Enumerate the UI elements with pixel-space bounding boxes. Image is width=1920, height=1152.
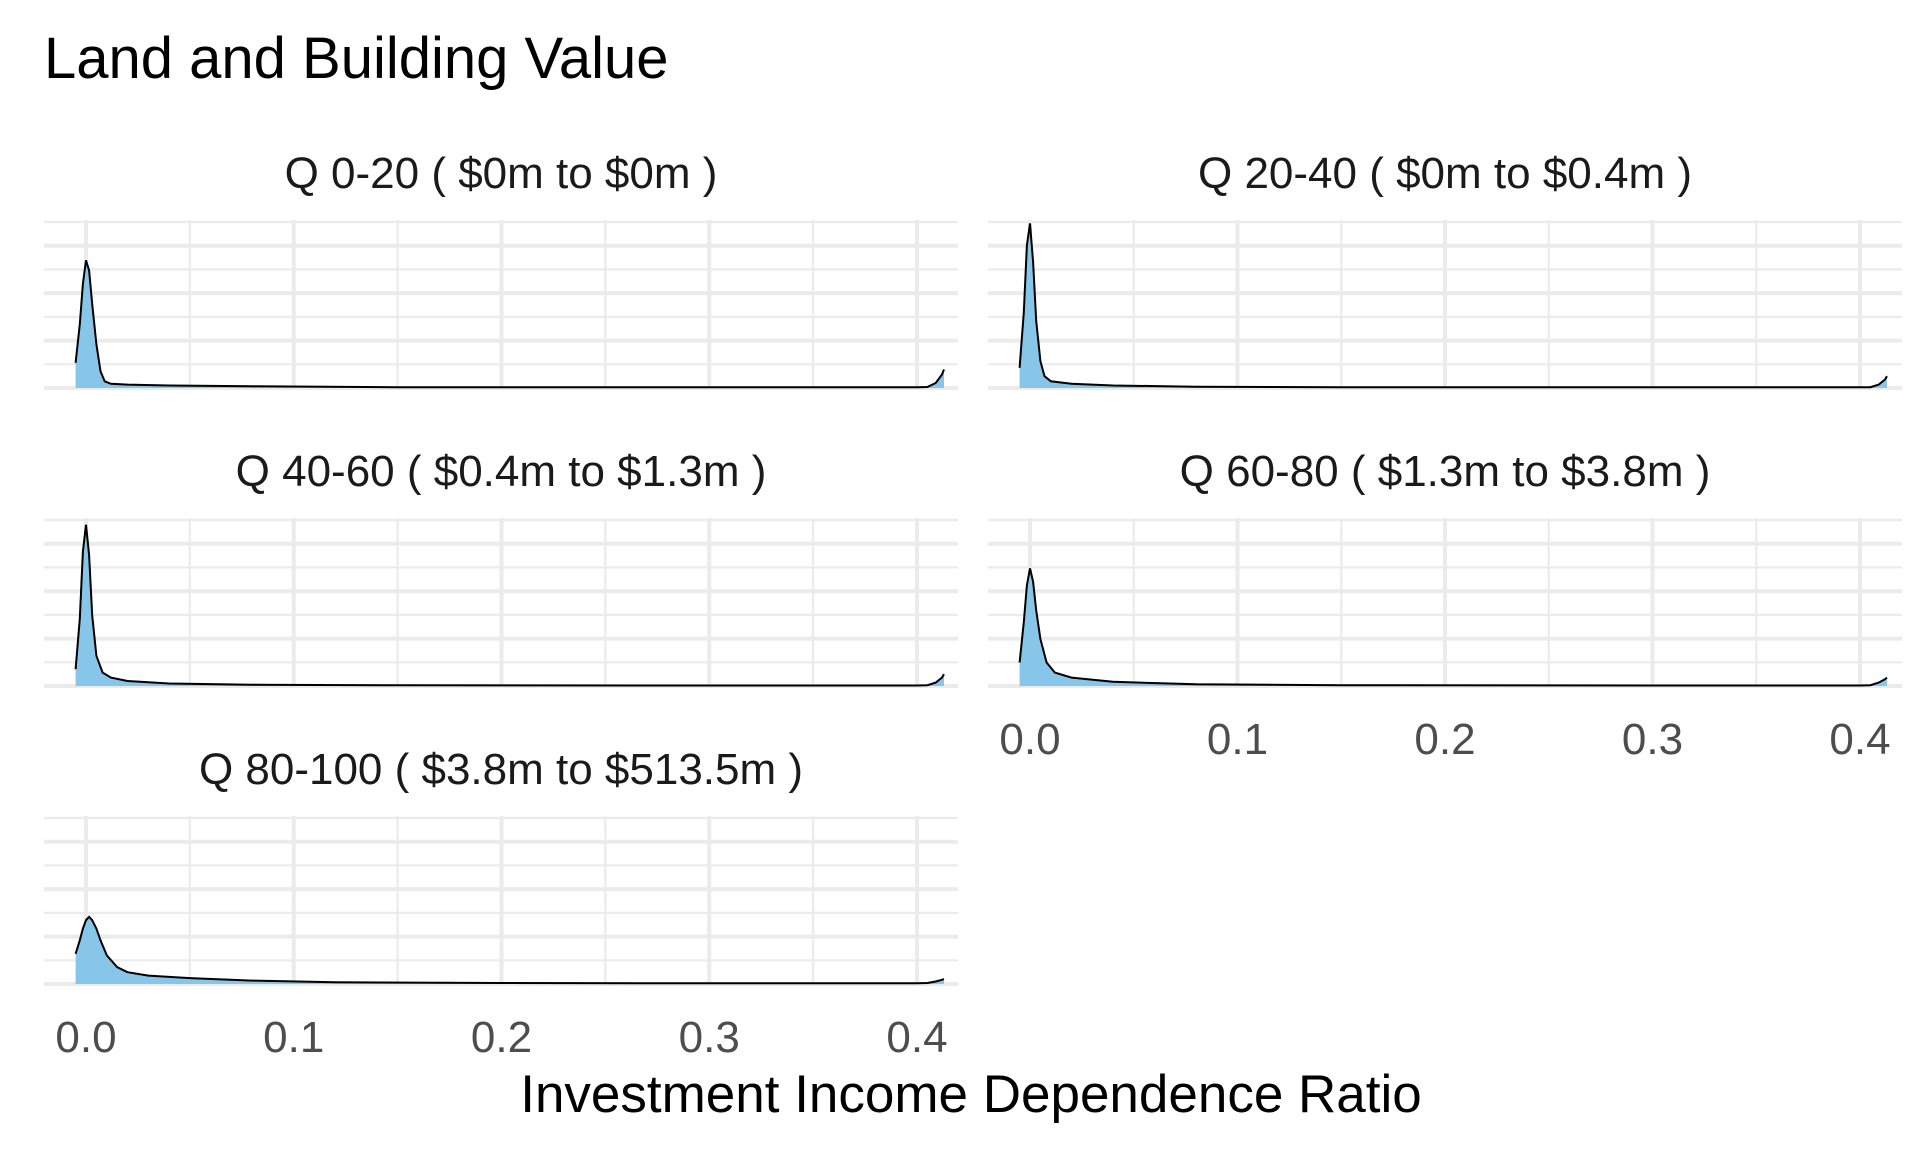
x-tick-label: 0.1 [263, 1013, 324, 1062]
facet-strip-label: Q 0-20 ( $0m to $0m ) [285, 149, 718, 198]
x-tick-label: 0.0 [55, 1013, 116, 1062]
density-line [74, 524, 945, 687]
facet-strip-label: Q 40-60 ( $0.4m to $1.3m ) [236, 447, 767, 496]
x-tick-label: 0.4 [886, 1013, 947, 1062]
facet-panel: Q 20-40 ( $0m to $0.4m ) [988, 149, 1902, 390]
x-tick-label: 0.2 [1414, 715, 1475, 764]
x-tick-label: 0.0 [999, 715, 1060, 764]
facet-panel: Q 0-20 ( $0m to $0m ) [44, 149, 958, 390]
density-line [74, 915, 945, 985]
x-tick-label: 0.4 [1829, 715, 1890, 764]
x-tick-label: 0.1 [1207, 715, 1268, 764]
density-line [1018, 568, 1888, 687]
facet-panel: Q 40-60 ( $0.4m to $1.3m ) [44, 447, 958, 688]
density-line [1018, 223, 1888, 389]
x-tick-label: 0.3 [679, 1013, 740, 1062]
facet-panels: Q 0-20 ( $0m to $0m ) Q 20-40 ( $0m to $0… [44, 149, 1902, 1062]
x-tick-label: 0.2 [471, 1013, 532, 1062]
facet-strip-label: Q 60-80 ( $1.3m to $3.8m ) [1180, 447, 1711, 496]
facet-panel: Q 80-100 ( $3.8m to $513.5m ) 0.0 0.1 0.2 0.… [44, 745, 958, 1062]
density-line [74, 260, 945, 389]
chart-title: Land and Building Value [44, 26, 669, 91]
x-axis-label: Investment Income Dependence Ratio [520, 1065, 1422, 1124]
facet-strip-label: Q 20-40 ( $0m to $0.4m ) [1198, 149, 1692, 198]
facet-strip-label: Q 80-100 ( $3.8m to $513.5m ) [199, 745, 803, 794]
facet-panel: Q 60-80 ( $1.3m to $3.8m ) 0.0 0.1 0.2 0.3 0.… [988, 447, 1902, 764]
x-tick-label: 0.3 [1622, 715, 1683, 764]
